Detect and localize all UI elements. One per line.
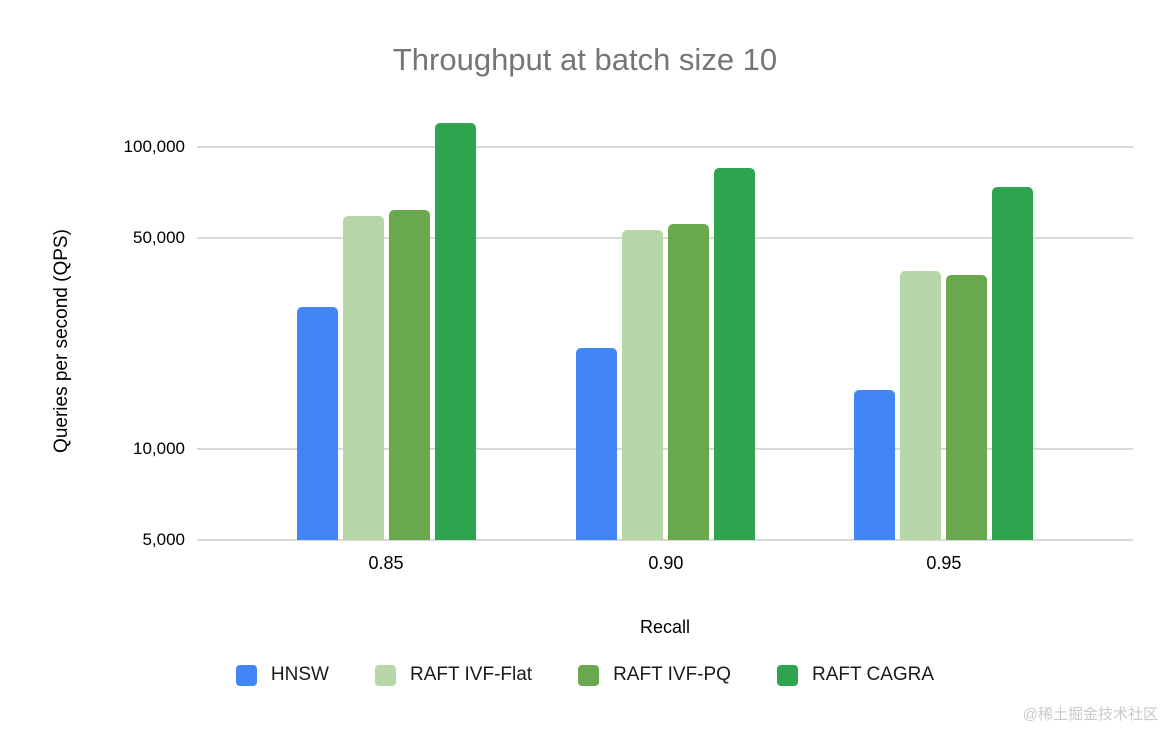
bar-raft-ivf-pq-0-85 xyxy=(388,210,430,540)
legend-swatch-icon xyxy=(374,664,396,686)
y-tick-label: 100,000 xyxy=(123,137,185,157)
bar-raft-ivf-flat-0-95 xyxy=(900,271,942,540)
gridline-50000 xyxy=(197,237,1133,239)
legend: HNSW RAFT IVF-Flat RAFT IVF-PQ RAFT CAGRA xyxy=(0,664,1170,686)
bar-raft-ivf-pq-0-90 xyxy=(668,224,710,540)
bar-hnsw-0-90 xyxy=(576,348,618,540)
x-tick-label: 0.90 xyxy=(648,553,684,573)
bar-raft-ivf-flat-0-90 xyxy=(622,230,664,540)
bar-raft-cagra-0-95 xyxy=(992,187,1034,540)
legend-item-raft-ivf-flat: RAFT IVF-Flat xyxy=(374,664,533,686)
x-tick-label: 0.95 xyxy=(926,553,962,573)
legend-swatch-icon xyxy=(578,664,600,686)
legend-item-hnsw: HNSW xyxy=(235,664,329,686)
x-tick-label: 0.85 xyxy=(368,553,404,573)
plot-area xyxy=(197,105,1133,541)
gridline-10000 xyxy=(197,448,1133,451)
legend-label: RAFT CAGRA xyxy=(811,664,935,685)
y-tick-label: 5,000 xyxy=(142,530,185,549)
legend-label: RAFT IVF-PQ xyxy=(613,664,731,685)
chart-title: Throughput at batch size 10 xyxy=(392,42,778,77)
legend-label: HNSW xyxy=(270,664,329,685)
legend-swatch-icon xyxy=(776,664,798,686)
legend-label: RAFT IVF-Flat xyxy=(409,664,533,685)
bar-raft-cagra-0-90 xyxy=(714,168,756,540)
gridline-100000 xyxy=(197,146,1133,149)
bar-group-0-90 xyxy=(576,168,756,540)
y-tick-label: 10,000 xyxy=(133,439,185,459)
gridline-5000 xyxy=(197,539,1133,541)
bar-hnsw-0-85 xyxy=(296,307,338,540)
bar-group-0-85 xyxy=(296,123,476,540)
y-tick-label: 50,000 xyxy=(133,228,185,247)
bar-raft-ivf-flat-0-85 xyxy=(342,216,384,540)
legend-item-raft-ivf-pq: RAFT IVF-PQ xyxy=(578,664,731,686)
legend-swatch-icon xyxy=(235,664,257,686)
bar-raft-cagra-0-85 xyxy=(434,123,476,540)
bar-hnsw-0-95 xyxy=(854,390,896,540)
watermark: @稀土掘金技术社区 xyxy=(1022,706,1158,723)
legend-item-raft-cagra: RAFT CAGRA xyxy=(776,664,935,686)
x-axis-title: Recall xyxy=(639,617,691,637)
bar-raft-ivf-pq-0-95 xyxy=(946,275,988,540)
bar-group-0-95 xyxy=(854,187,1034,540)
